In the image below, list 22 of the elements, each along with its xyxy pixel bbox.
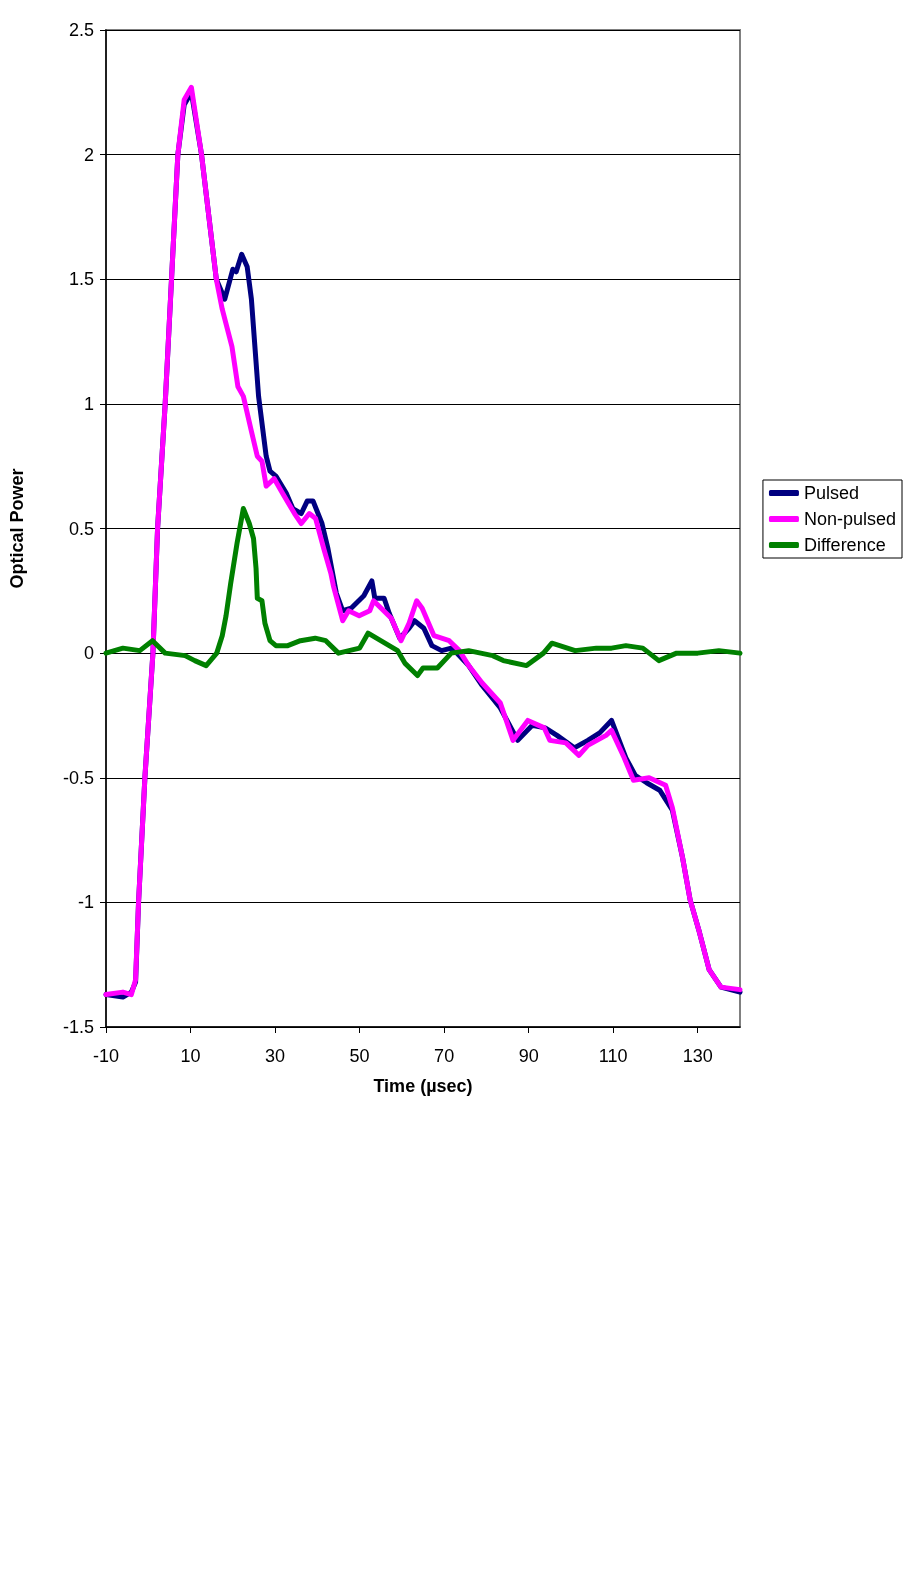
y-tick-label: -1.5 xyxy=(62,1017,94,1037)
y-axis-title: Optical Power xyxy=(7,468,27,589)
x-tick-label: 90 xyxy=(518,1046,539,1066)
y-tick-label: 2 xyxy=(83,144,94,165)
legend-label: Pulsed xyxy=(803,483,859,503)
legend-label: Non-pulsed xyxy=(803,509,897,529)
x-axis-title: Time (µsec) xyxy=(373,1076,473,1096)
y-tick-label: -1 xyxy=(77,892,94,913)
x-tick-label: 110 xyxy=(598,1046,628,1066)
y-tick-label: -0.5 xyxy=(62,767,94,788)
x-tick-label: -10 xyxy=(92,1046,120,1066)
x-tick-label: 50 xyxy=(349,1046,370,1066)
y-tick-label: 0.5 xyxy=(68,518,94,539)
legend-label: Difference xyxy=(803,535,886,555)
x-tick-label: 10 xyxy=(180,1046,201,1066)
y-tick-label: 1 xyxy=(83,393,94,414)
x-tick-label: 130 xyxy=(682,1046,713,1066)
x-tick-label: 30 xyxy=(265,1046,286,1066)
x-tick-label: 70 xyxy=(434,1046,455,1066)
y-tick-label: 0 xyxy=(83,643,94,664)
y-tick-label: 1.5 xyxy=(68,269,94,290)
y-tick-label: 2.5 xyxy=(68,20,94,40)
